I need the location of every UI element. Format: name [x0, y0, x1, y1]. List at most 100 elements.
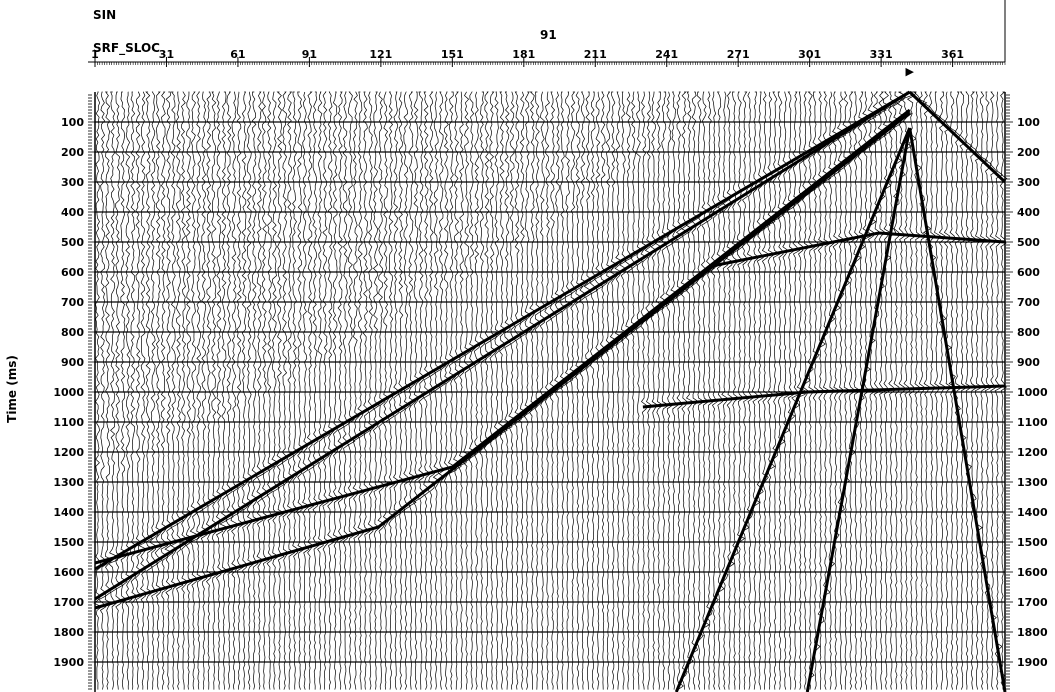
trace-wiggle: [529, 91, 538, 690]
trace-wiggle: [710, 91, 720, 690]
trace-wiggle: [98, 91, 108, 690]
trace-wiggle: [432, 91, 442, 690]
y-tick-label-right: 1300: [1017, 476, 1048, 489]
trace-wiggle: [483, 91, 493, 690]
trace-wiggle: [306, 91, 315, 690]
trace-wiggle: [108, 91, 119, 690]
trace-wiggle: [362, 91, 372, 690]
trace-wiggle: [746, 91, 756, 690]
trace-wiggle: [964, 91, 973, 690]
trace-wiggle: [771, 91, 781, 690]
x-tick-label: 181: [512, 48, 535, 61]
key1-value: 91: [540, 28, 557, 42]
y-tick-label: 1400: [53, 506, 84, 519]
trace-wiggle: [337, 91, 346, 690]
y-tick-label: 200: [61, 146, 84, 159]
event-direct-left-2: [94, 90, 911, 571]
x-tick-label: 121: [369, 48, 392, 61]
trace-wiggle: [322, 91, 331, 690]
trace-wiggle: [635, 91, 645, 690]
y-tick-label-right: 400: [1017, 206, 1040, 219]
trace-wiggle: [691, 91, 700, 690]
x-tick-label: 271: [727, 48, 750, 61]
trace-wiggle: [706, 91, 715, 690]
trace-wiggle: [115, 91, 124, 690]
trace-wiggle: [211, 91, 220, 690]
trace-wiggle: [292, 91, 300, 690]
trace-wiggle: [994, 91, 1004, 690]
trace-wiggle: [327, 91, 336, 690]
x-tick-label: 1: [91, 48, 99, 61]
trace-wiggle: [979, 91, 988, 690]
y-tick-label-right: 1400: [1017, 506, 1048, 519]
trace-wiggle: [791, 91, 801, 690]
trace-wiggle: [624, 91, 634, 690]
trace-wiggle: [503, 91, 513, 690]
trace-wiggle: [138, 91, 148, 690]
trace-wiggle: [266, 91, 276, 690]
trace-wiggle: [777, 91, 786, 690]
trace-wiggle: [523, 91, 533, 690]
trace-wiggle: [579, 91, 589, 690]
x-tick-label: 361: [941, 48, 964, 61]
trace-wiggle: [756, 91, 766, 690]
trace-wiggle: [251, 91, 260, 690]
trace-wiggle: [448, 91, 457, 690]
y-tick-label-right: 1900: [1017, 656, 1048, 669]
trace-wiggle: [513, 91, 523, 690]
trace-wiggle: [569, 91, 579, 690]
y-tick-label-right: 1800: [1017, 626, 1048, 639]
trace-wiggle: [135, 91, 143, 690]
trace-wiggle: [297, 91, 306, 690]
trace-wiggle: [286, 91, 296, 690]
trace-wiggle: [837, 91, 847, 690]
trace-wiggle: [989, 91, 998, 690]
y-tick-label-right: 1200: [1017, 446, 1048, 459]
trace-wiggle: [802, 91, 811, 690]
trace-wiggle: [438, 91, 447, 690]
trace-wiggle: [230, 91, 240, 690]
trace-wiggle: [518, 91, 528, 690]
trace-wiggle: [716, 91, 725, 690]
trace-wiggle: [670, 91, 680, 690]
trace-wiggle: [205, 91, 215, 690]
y-tick-label-right: 1500: [1017, 536, 1048, 549]
y-tick-label: 1800: [53, 626, 84, 639]
trace-wiggle: [609, 91, 619, 690]
trace-wiggle: [559, 91, 568, 690]
trace-wiggle: [473, 91, 483, 690]
trace-wiggle: [650, 91, 660, 690]
x-tick-label: 331: [870, 48, 893, 61]
trace-wiggle: [599, 91, 609, 690]
trace-wiggle: [200, 91, 210, 690]
trace-wiggle: [812, 91, 821, 690]
trace-wiggle: [848, 91, 857, 690]
trace-wiggle: [468, 91, 478, 690]
trace-wiggle: [489, 91, 498, 690]
y-tick-label: 1200: [53, 446, 84, 459]
trace-wiggle: [261, 91, 271, 690]
trace-wiggle: [423, 91, 432, 690]
y-tick-label: 1000: [53, 386, 84, 399]
trace-wiggle: [969, 91, 978, 690]
trace-wiggle: [271, 91, 280, 690]
x-tick-label: 301: [798, 48, 821, 61]
trace-wiggle: [493, 91, 503, 690]
x-tick-label: 61: [230, 48, 245, 61]
y-tick-label: 1600: [53, 566, 84, 579]
trace-wiggle: [457, 91, 467, 690]
trace-wiggle: [640, 91, 650, 690]
trace-wiggle: [564, 91, 574, 690]
x-tick-label: 91: [302, 48, 317, 61]
trace-wiggle: [246, 91, 255, 690]
trace-wiggle: [332, 91, 341, 690]
trace-wiggle: [761, 91, 771, 690]
trace-wiggle: [189, 91, 200, 690]
trace-wiggle: [317, 91, 326, 690]
trace-wiggle: [241, 91, 250, 690]
y-tick-label: 900: [61, 356, 84, 369]
trace-wiggle: [463, 91, 472, 690]
trace-wiggle: [342, 91, 351, 690]
trace-wiggle: [388, 91, 396, 690]
